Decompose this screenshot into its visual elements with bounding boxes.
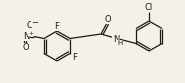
Text: H: H xyxy=(117,40,123,46)
Text: F: F xyxy=(55,21,59,30)
Text: N: N xyxy=(113,35,119,43)
Text: N: N xyxy=(23,32,29,41)
Text: O: O xyxy=(23,43,29,52)
Text: Cl: Cl xyxy=(145,2,153,12)
Text: O: O xyxy=(105,15,111,23)
Text: +: + xyxy=(28,30,33,36)
Text: F: F xyxy=(73,53,78,62)
Text: −: − xyxy=(31,18,38,27)
Text: O: O xyxy=(27,21,33,30)
